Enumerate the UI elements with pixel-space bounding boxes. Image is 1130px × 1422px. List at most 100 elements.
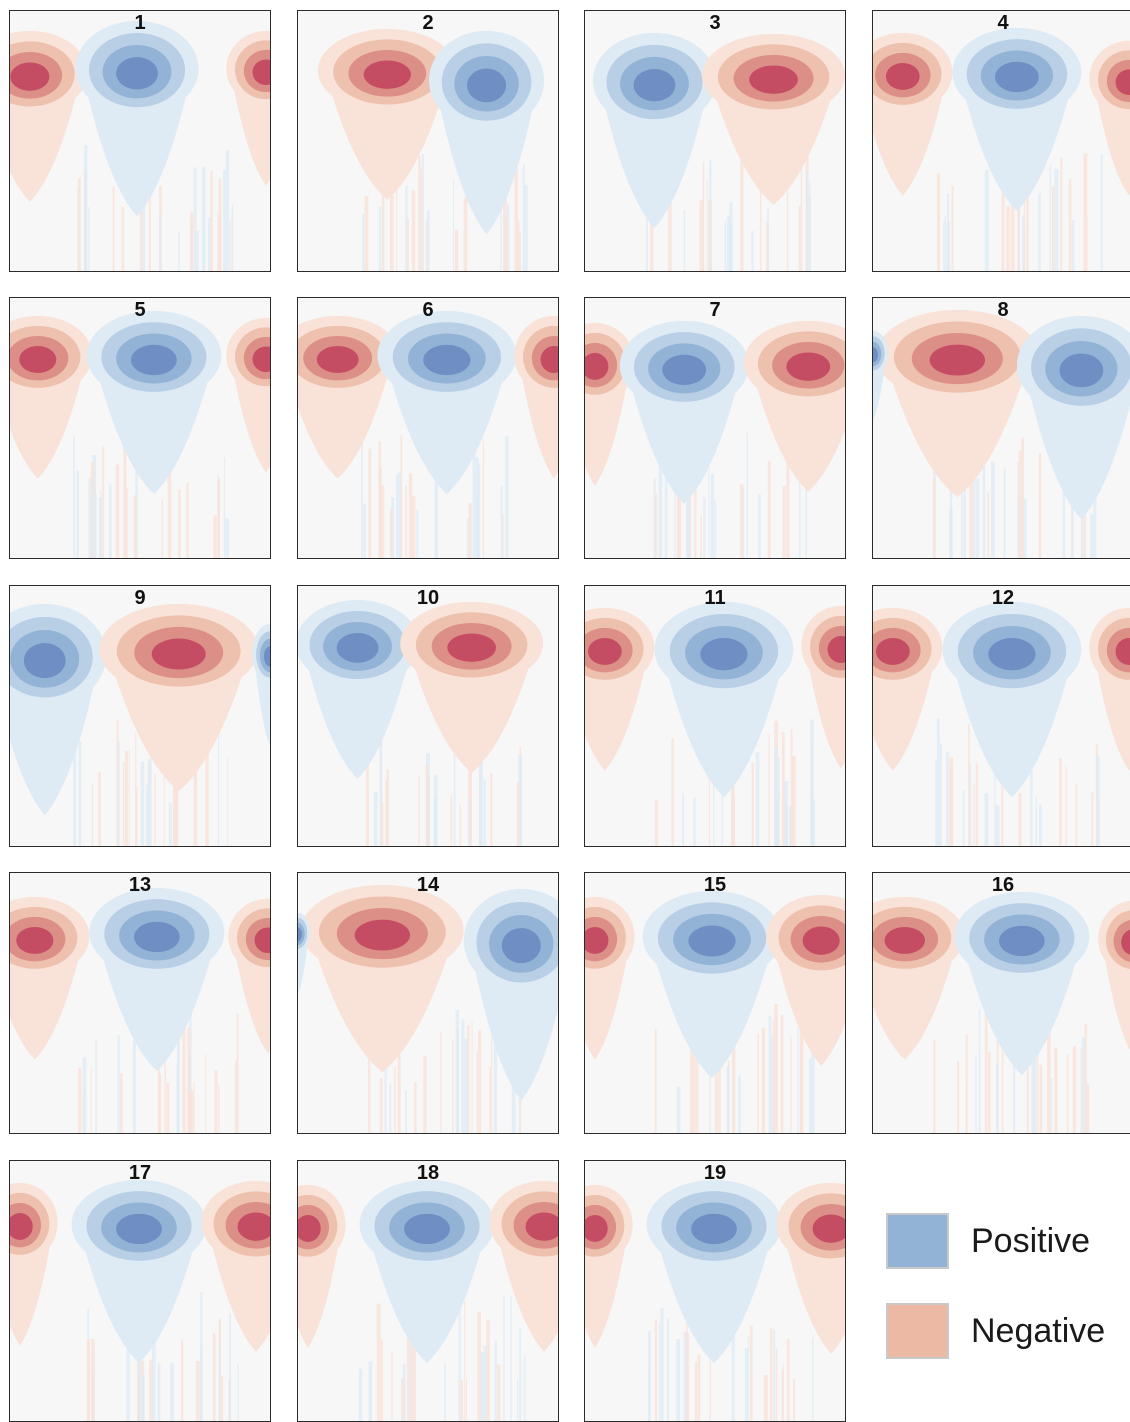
heatmap-streak	[703, 497, 706, 558]
heatmap-streak	[141, 1375, 145, 1421]
heatmap-streak	[946, 193, 950, 271]
positive-lobe	[130, 344, 177, 376]
heatmap-streak	[117, 1035, 120, 1133]
heatmap-field	[10, 11, 270, 271]
positive-lobe	[998, 925, 1045, 957]
heatmap-panel: 9	[9, 585, 271, 847]
heatmap-streak	[1035, 796, 1038, 846]
panel-title: 5	[134, 299, 146, 321]
heatmap-streak	[218, 1084, 220, 1133]
heatmap-streak	[1071, 219, 1075, 271]
heatmap-field	[585, 873, 845, 1133]
heatmap-streak	[503, 1295, 505, 1421]
heatmap-streak	[217, 479, 220, 558]
heatmap-streak	[73, 744, 77, 846]
panel-title: 12	[991, 587, 1015, 609]
legend-swatch-positive	[886, 1213, 949, 1269]
heatmap-streak	[463, 197, 468, 271]
heatmap-streak	[178, 489, 181, 558]
heatmap-streak	[444, 1362, 446, 1421]
heatmap-streak	[381, 802, 384, 846]
heatmap-streak	[421, 154, 424, 271]
panel-title: 14	[416, 874, 440, 896]
heatmap-streak	[154, 773, 156, 846]
heatmap-streak	[396, 146, 398, 271]
heatmap-streak	[744, 1348, 748, 1421]
heatmap-streak	[949, 757, 954, 846]
negative-lobe	[1115, 69, 1130, 96]
heatmap-streak	[92, 494, 97, 558]
heatmap-streak	[516, 781, 520, 846]
negative-lobe	[19, 345, 57, 373]
negative-lobe	[10, 1212, 33, 1240]
heatmap-panel: 3	[584, 10, 846, 272]
heatmap-streak	[774, 747, 778, 846]
heatmap-streak	[405, 1090, 407, 1133]
heatmap-streak	[706, 180, 708, 271]
heatmap-streak	[767, 460, 771, 558]
heatmap-streak	[434, 475, 438, 558]
heatmap-streak	[452, 1039, 454, 1133]
heatmap-streak	[494, 1340, 497, 1421]
heatmap-streak	[808, 1058, 812, 1133]
heatmap-streak	[775, 1348, 778, 1421]
heatmap-streak	[708, 460, 710, 558]
heatmap-streak	[93, 1350, 96, 1421]
heatmap-streak	[166, 1082, 170, 1133]
heatmap-streak	[777, 794, 779, 846]
heatmap-streak	[654, 478, 656, 558]
heatmap-streak	[95, 1040, 97, 1133]
heatmap-streak	[688, 449, 692, 558]
positive-lobe	[298, 927, 303, 942]
heatmap-streak	[407, 218, 409, 271]
heatmap-streak	[223, 457, 226, 558]
heatmap-streak	[700, 514, 702, 558]
heatmap-streak	[78, 741, 82, 846]
heatmap-streak	[945, 751, 949, 846]
heatmap-streak	[987, 1051, 991, 1133]
heatmap-streak	[647, 1331, 651, 1421]
heatmap-streak	[1068, 179, 1072, 271]
panel-title: 2	[422, 12, 434, 34]
heatmap-streak	[217, 213, 222, 271]
heatmap-streak	[975, 763, 979, 846]
panel-title: 9	[134, 587, 146, 609]
heatmap-streak	[784, 804, 789, 846]
negative-lobe	[540, 345, 558, 373]
heatmap-streak	[189, 1090, 194, 1133]
heatmap-streak	[483, 1345, 487, 1421]
heatmap-streak	[174, 763, 179, 846]
negative-lobe	[16, 926, 54, 954]
heatmap-field	[585, 1161, 845, 1421]
heatmap-streak	[721, 778, 723, 846]
heatmap-streak	[772, 1019, 775, 1133]
heatmap-streak	[73, 436, 75, 558]
heatmap-streak	[140, 761, 145, 846]
heatmap-streak	[362, 213, 365, 271]
heatmap-streak	[682, 793, 684, 846]
heatmap-streak	[380, 1339, 384, 1421]
negative-lobe	[298, 1214, 321, 1242]
heatmap-streak	[389, 195, 394, 271]
heatmap-panel: 6	[297, 297, 559, 559]
heatmap-streak	[943, 221, 945, 271]
heatmap-streak	[497, 1364, 501, 1421]
heatmap-streak	[126, 1302, 130, 1421]
heatmap-streak	[1084, 1023, 1088, 1133]
heatmap-streak	[477, 1311, 481, 1421]
heatmap-streak	[1001, 1048, 1004, 1133]
heatmap-streak	[202, 166, 206, 271]
heatmap-streak	[358, 1368, 363, 1421]
heatmap-streak	[965, 1034, 968, 1133]
heatmap-streak	[227, 757, 229, 846]
heatmap-streak	[1030, 769, 1033, 846]
heatmap-streak	[135, 786, 138, 846]
heatmap-streak	[411, 1295, 416, 1421]
heatmap-streak	[425, 220, 428, 271]
heatmap-streak	[225, 518, 230, 558]
heatmap-streak	[751, 230, 754, 271]
heatmap-streak	[944, 215, 946, 271]
heatmap-panel: 4	[872, 10, 1130, 272]
heatmap-streak	[414, 1082, 417, 1133]
heatmap-streak	[792, 755, 796, 846]
